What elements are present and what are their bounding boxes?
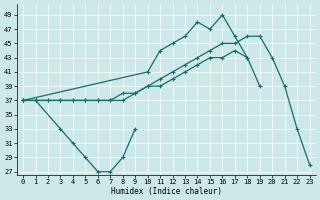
X-axis label: Humidex (Indice chaleur): Humidex (Indice chaleur) [111, 187, 222, 196]
